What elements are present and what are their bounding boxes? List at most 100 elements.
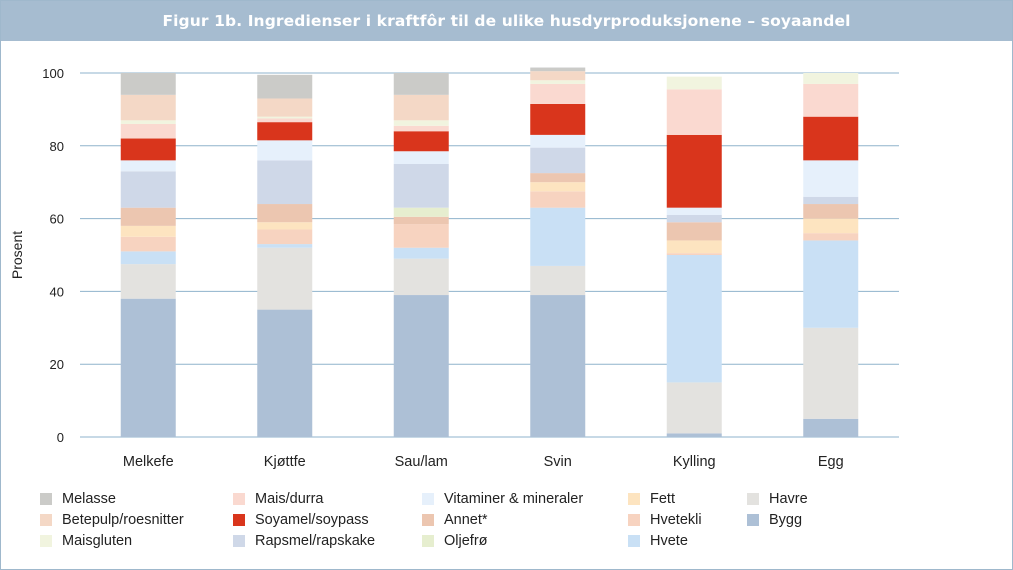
legend-label: Bygg — [769, 512, 803, 528]
y-axis-label: Prosent — [9, 231, 25, 279]
y-tick-label: 100 — [42, 66, 64, 81]
bar-segment — [120, 73, 176, 95]
legend-item: Havre — [747, 491, 808, 507]
x-tick-label: Melkefe — [123, 454, 174, 470]
legend-swatch — [233, 514, 245, 526]
bar-segment — [803, 240, 859, 328]
legend-label: Soyamel/soypass — [255, 512, 369, 528]
bar-segment — [393, 151, 449, 164]
legend-swatch — [40, 535, 52, 547]
legend-swatch — [422, 535, 434, 547]
bar-segment — [393, 120, 449, 126]
legend-label: Vitaminer & mineraler — [444, 491, 584, 507]
bar-segment — [120, 171, 176, 208]
legend-item: Hvete — [628, 533, 688, 549]
bar-segment — [393, 125, 449, 132]
y-tick-label: 60 — [50, 212, 64, 227]
bar-segment — [530, 207, 586, 266]
legend-label: Annet* — [444, 512, 488, 528]
legend-swatch — [40, 514, 52, 526]
bar-segment — [666, 382, 722, 434]
bar-segment — [393, 94, 449, 121]
x-tick-label: Svin — [544, 454, 572, 470]
legend-item: Vitaminer & mineraler — [422, 491, 583, 507]
bar-segment — [803, 204, 859, 219]
bar-segment — [257, 247, 313, 310]
bar-segment — [666, 240, 722, 254]
bar-segment — [530, 83, 586, 104]
bar-segment — [803, 73, 859, 84]
bar-segment — [257, 140, 313, 161]
legend-label: Mais/durra — [255, 491, 324, 507]
bar-segment — [530, 173, 586, 183]
y-tick-label: 80 — [50, 139, 64, 154]
bar-segment — [120, 225, 176, 237]
bar-segment — [120, 138, 176, 161]
x-tick-label: Sau/lam — [395, 454, 448, 470]
bar-segment — [666, 214, 722, 223]
legend-swatch — [747, 493, 759, 505]
bar-segment — [803, 196, 859, 205]
legend-item: Annet* — [422, 512, 488, 528]
x-tick-label: Egg — [818, 454, 844, 470]
bars — [120, 67, 859, 437]
bar-segment — [393, 131, 449, 152]
bar-segment — [120, 236, 176, 252]
legend-item: Fett — [628, 491, 675, 507]
legend-label: Betepulp/roesnitter — [62, 512, 184, 528]
legend-swatch — [233, 493, 245, 505]
bar-segment — [393, 73, 449, 95]
bar-stack-Egg — [803, 73, 859, 437]
bar-segment — [666, 255, 722, 383]
bar-segment — [120, 251, 176, 265]
bar-stack-Melkefe — [120, 73, 176, 437]
legend-label: Hvetekli — [650, 512, 702, 528]
bar-segment — [393, 164, 449, 208]
bar-segment — [257, 116, 313, 119]
bar-segment — [666, 207, 722, 215]
bar-segment — [120, 298, 176, 437]
bar-segment — [393, 258, 449, 296]
legend-item: Melasse — [40, 491, 116, 507]
legend-label: Rapsmel/rapskake — [255, 533, 376, 549]
legend-label: Hvete — [650, 533, 688, 549]
y-tick-label: 0 — [57, 430, 64, 445]
bar-segment — [393, 224, 449, 248]
legend-item: Betepulp/roesnitter — [40, 512, 184, 528]
legend-item: Hvetekli — [628, 512, 702, 528]
gridlines — [80, 72, 899, 438]
bar-segment — [803, 327, 859, 419]
bar-segment — [257, 98, 313, 117]
bar-segment — [393, 247, 449, 259]
y-tick-labels: 0 20 40 60 80 100 — [42, 66, 64, 445]
legend-swatch — [422, 514, 434, 526]
bar-segment — [120, 123, 176, 139]
bar-segment — [530, 103, 586, 135]
bar-segment — [530, 182, 586, 192]
legend: Melasse Mais/durra Vitaminer & mineraler Fe… — [40, 491, 1010, 557]
bar-segment — [666, 89, 722, 135]
bar-segment — [803, 233, 859, 241]
legend-swatch — [233, 535, 245, 547]
bar-segment — [530, 295, 586, 437]
y-tick-label: 40 — [50, 284, 64, 299]
bar-segment — [803, 116, 859, 161]
x-tick-labels: Melkefe Kjøttfe Sau/lam Svin Kylling Egg — [123, 454, 844, 470]
legend-item: Soyamel/soypass — [233, 512, 369, 528]
bar-segment — [393, 295, 449, 437]
y-tick-label: 20 — [50, 357, 64, 372]
bar-stack-Kylling — [666, 76, 722, 437]
bar-segment — [257, 222, 313, 230]
legend-item: Mais/durra — [233, 491, 324, 507]
legend-label: Fett — [650, 491, 675, 507]
bar-segment — [803, 160, 859, 197]
bar-segment — [257, 229, 313, 245]
legend-label: Oljefrø — [444, 533, 488, 549]
x-tick-label: Kjøttfe — [264, 454, 306, 470]
legend-swatch — [628, 493, 640, 505]
bar-segment — [530, 191, 586, 208]
bar-segment — [803, 218, 859, 234]
bar-segment — [257, 122, 313, 141]
legend-item: Maisgluten — [40, 533, 132, 549]
bar-segment — [393, 216, 449, 225]
